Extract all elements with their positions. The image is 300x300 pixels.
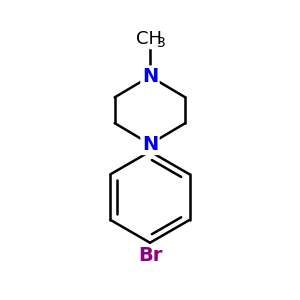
Text: N: N [142,135,158,154]
Text: CH: CH [136,30,161,48]
Text: N: N [142,67,158,86]
Text: Br: Br [138,246,162,265]
Text: 3: 3 [157,36,166,50]
